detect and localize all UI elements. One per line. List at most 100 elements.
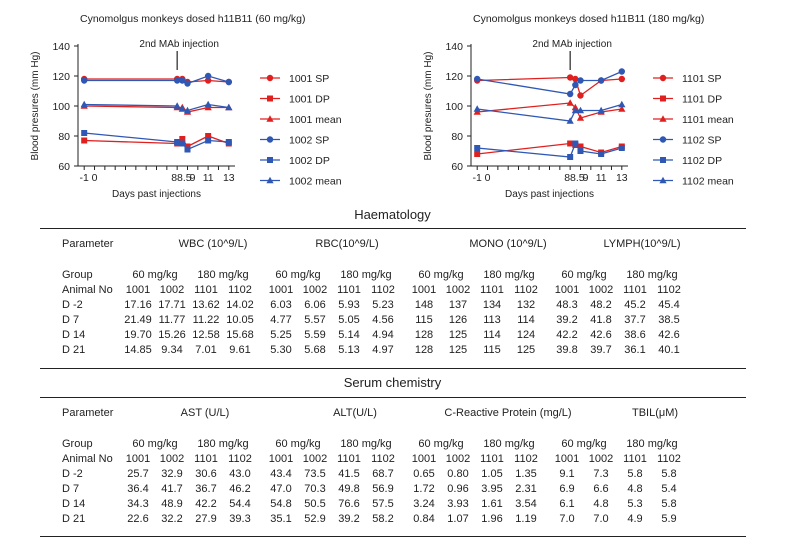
serum-chemistry-title: Serum chemistry (343, 375, 442, 390)
data-point (204, 100, 212, 108)
animal-row: Animal No 1001 1002 1101 1102 1001 1002 1101 110… (40, 453, 746, 468)
table-cell: 5.68 (304, 344, 326, 356)
table-cell: 114 (483, 329, 501, 341)
data-point (618, 68, 626, 75)
table-cell: 5.8 (627, 468, 643, 480)
data-point (576, 106, 585, 114)
table-cell: 4.56 (372, 314, 394, 326)
table-cell: 148 (414, 299, 434, 311)
legend-label: 1101 mean (682, 114, 734, 126)
table-cell: 3.54 (515, 498, 537, 510)
group-dose: 60 mg/kg (418, 269, 464, 281)
y-tick-label: 120 (52, 71, 70, 83)
animal-id: 1002 (588, 453, 614, 465)
table-cell: 14.02 (226, 299, 254, 311)
group-dose: 60 mg/kg (561, 269, 607, 281)
animal-id: 1002 (302, 453, 328, 465)
annotation-label: 2nd MAb injection (532, 39, 612, 50)
table-cell: 124 (516, 329, 536, 341)
table-cell: 5.13 (338, 344, 360, 356)
table-cell: 0.96 (447, 483, 469, 495)
group-dose: 60 mg/kg (132, 438, 178, 450)
legend-marker (266, 115, 274, 122)
chart-svg: Cynomolgus monkeys dosed h11B11 (60 mg/k… (30, 13, 342, 200)
animal-id: 1102 (657, 284, 681, 296)
table-cell: 5.30 (270, 344, 292, 356)
series-line (477, 142, 622, 158)
series-line (477, 70, 623, 95)
table-cell: 50.5 (304, 498, 326, 510)
table-cell: 42.6 (658, 329, 680, 341)
header-row: Parameter AST (U/L) ALT(U/L) C-Reactive Pro… (40, 407, 746, 422)
table-cell: 39.3 (229, 513, 251, 525)
table-cell: 41.7 (161, 483, 183, 495)
table-cell: 54.8 (270, 498, 292, 510)
group-dose: 60 mg/kg (561, 438, 607, 450)
data-point (618, 75, 626, 83)
table-cell: 15.26 (158, 329, 186, 341)
header-column: TBIL(μM) (631, 407, 679, 419)
animal-label: Animal No (62, 453, 113, 465)
group-label: Group (62, 269, 93, 281)
animal-id: 1101 (480, 453, 504, 465)
row-label: D 14 (62, 329, 86, 341)
animal-id: 1101 (194, 284, 218, 296)
group-dose: 180 mg/kg (197, 438, 249, 450)
header-row: Parameter WBC (10^9/L) RBC(10^9/L) MONO (10… (40, 238, 746, 253)
data-point (567, 140, 574, 147)
data-point (618, 105, 626, 112)
table-cell: 5.05 (338, 314, 360, 326)
row-label: D 14 (62, 498, 86, 510)
animal-id: 1101 (194, 453, 218, 465)
data-point (184, 80, 191, 87)
group-label: Group (62, 438, 93, 450)
legend-label: 1001 SP (289, 73, 329, 85)
table-cell: 38.6 (624, 329, 646, 341)
table-cell: 3.24 (413, 498, 435, 510)
table-row: D 7 36.4 41.7 36.7 46.2 47.0 70.3 49.8 56.9 1.72 0… (40, 483, 746, 498)
data-point (183, 106, 192, 114)
table-cell: 22.6 (127, 513, 149, 525)
group-dose: 180 mg/kg (197, 269, 249, 281)
group-dose: 180 mg/kg (483, 438, 535, 450)
haematology-table: Parameter WBC (10^9/L) RBC(10^9/L) MONO (10… (40, 229, 746, 365)
animal-id: 1001 (268, 453, 294, 465)
table-cell: 6.9 (559, 483, 575, 495)
x-tick-label: 0 (485, 172, 491, 184)
table-cell: 40.1 (658, 344, 680, 356)
group-dose: 60 mg/kg (275, 438, 321, 450)
header-column: ALT(U/L) (333, 407, 377, 419)
table-row: D 7 21.49 11.77 11.22 10.05 4.77 5.57 5.05 4.56 1… (40, 314, 746, 329)
data-point (179, 136, 186, 142)
data-point (225, 139, 232, 145)
table-cell: 5.93 (338, 299, 360, 311)
animal-id: 1002 (159, 453, 185, 465)
table-cell: 73.5 (304, 468, 326, 480)
table-cell: 12.58 (192, 329, 220, 341)
row-label: D -2 (62, 299, 83, 311)
animal-id: 1101 (337, 284, 361, 296)
legend-label: 1001 DP (289, 94, 330, 106)
table-cell: 4.77 (270, 314, 292, 326)
data-point (597, 77, 605, 84)
table-cell: 5.9 (661, 513, 677, 525)
table-cell: 32.9 (161, 468, 183, 480)
series-1002-mean (80, 100, 233, 114)
table-row: D -2 25.7 32.9 30.6 43.0 43.4 73.5 41.5 68.7 0.65… (40, 468, 746, 483)
animal-id: 1002 (159, 284, 185, 296)
table-cell: 4.9 (627, 513, 643, 525)
animal-id: 1001 (554, 284, 580, 296)
series-line (477, 76, 622, 97)
table-cell: 46.2 (229, 483, 251, 495)
serum-chemistry-table: Parameter AST (U/L) ALT(U/L) C-Reactive Pro… (40, 398, 746, 534)
x-axis-label: Days past injections (505, 189, 594, 200)
animal-id: 1001 (411, 284, 437, 296)
table-cell: 4.94 (372, 329, 394, 341)
table-cell: 32.2 (161, 513, 183, 525)
legend-label: 1102 SP (682, 135, 722, 147)
data-point (618, 100, 626, 108)
table-cell: 70.3 (304, 483, 326, 495)
table-row: D -2 17.16 17.71 13.62 14.02 6.03 6.06 5.93 5.23… (40, 299, 746, 314)
legend-marker (267, 95, 273, 102)
table-cell: 57.5 (372, 498, 394, 510)
